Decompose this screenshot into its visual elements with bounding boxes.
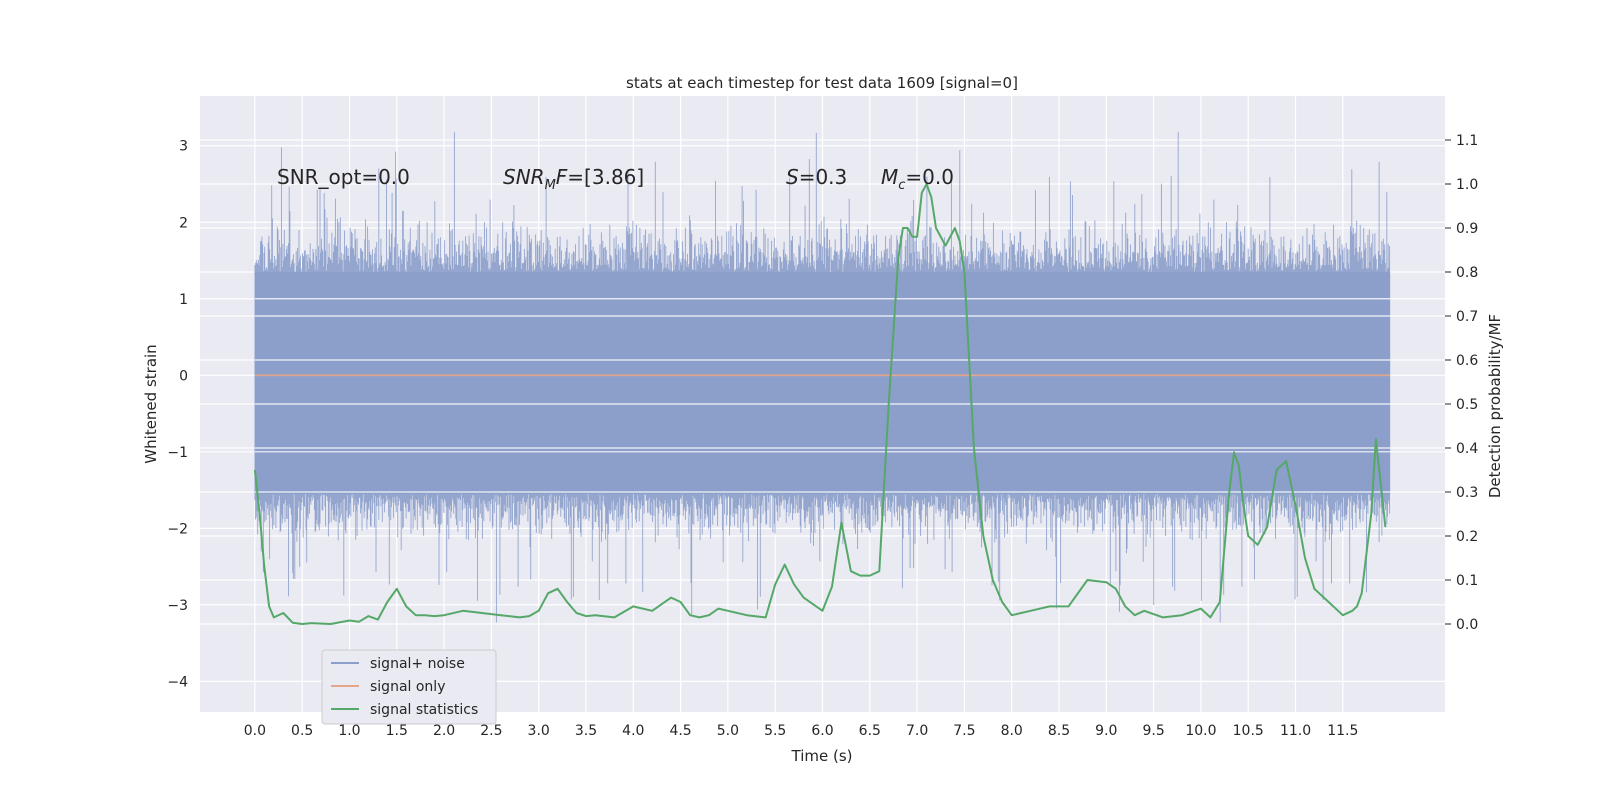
legend-label-noise: signal+ noise: [370, 656, 465, 672]
x-tick-label: 11.0: [1280, 723, 1311, 739]
x-tick-label: 10.5: [1233, 723, 1264, 739]
x-tick-label: 1.5: [386, 723, 408, 739]
snr-mf-f: F: [556, 165, 568, 189]
y-right-tick-label: 1.1: [1456, 133, 1478, 149]
y-left-tick-label: −4: [167, 674, 188, 690]
mc-symbol: M: [881, 165, 898, 189]
noise-core-band: [254, 272, 1391, 494]
x-tick-label: 2.0: [433, 723, 455, 739]
x-tick-label: 9.5: [1142, 723, 1164, 739]
annotation-mc: Mc=0.0: [881, 165, 954, 193]
y-right-tick-label: 0.3: [1456, 485, 1478, 501]
y-left-tick-label: −1: [167, 445, 188, 461]
x-tick-label: 10.0: [1185, 723, 1216, 739]
y-right-tick-label: 0.1: [1456, 573, 1478, 589]
x-tick-label: 0.0: [244, 723, 266, 739]
annotation-s: S=0.3: [786, 165, 847, 189]
y-right-tick-label: 0.4: [1456, 441, 1478, 457]
legend: signal+ noise signal only signal statist…: [321, 649, 497, 725]
x-tick-label: 11.5: [1327, 723, 1358, 739]
legend-box: [321, 649, 497, 725]
x-tick-label: 1.0: [338, 723, 360, 739]
s-symbol: S: [786, 165, 799, 189]
y-left-tick-label: 0: [179, 368, 188, 384]
y-right-tick-label: 0.6: [1456, 353, 1478, 369]
snr-mf-value: =[3.86]: [567, 165, 644, 189]
y-right-axis-label: Detection probability/MF: [1486, 314, 1504, 498]
signal-statistics-line: [253, 183, 1387, 625]
mc-subscript: c: [898, 178, 905, 193]
x-tick-label: 3.0: [528, 723, 550, 739]
x-tick-label: 7.5: [953, 723, 975, 739]
snr-mf-symbol: SNR: [503, 165, 545, 189]
y-right-tick-label: 0.2: [1456, 529, 1478, 545]
mc-value: =0.0: [905, 165, 954, 189]
x-tick-label: 6.5: [859, 723, 881, 739]
y-right-tick-label: 1.0: [1456, 177, 1478, 193]
y-right-tick-label: 0.9: [1456, 221, 1478, 237]
x-tick-label: 8.0: [1001, 723, 1023, 739]
x-tick-label: 5.5: [764, 723, 786, 739]
x-axis-label: Time (s): [791, 747, 853, 765]
annotation-snr-mf: SNRMF=[3.86]: [503, 165, 644, 193]
y-left-axis-label: Whitened strain: [142, 344, 160, 463]
x-tick-label: 9.0: [1095, 723, 1117, 739]
noise-trace: [254, 131, 1391, 623]
y-right-tick-label: 0.7: [1456, 309, 1478, 325]
annotation-snr-opt: SNR_opt=0.0: [277, 165, 410, 189]
y-left-tick-label: 1: [179, 292, 188, 308]
signal-statistics-path: [253, 183, 1387, 625]
y-left-tick-label: −2: [167, 521, 188, 537]
x-tick-label: 0.5: [291, 723, 313, 739]
y-left-tick-label: 3: [179, 139, 188, 155]
y-right-tick-label: 0.5: [1456, 397, 1478, 413]
x-tick-label: 2.5: [480, 723, 502, 739]
y-right-tick-label: 0.8: [1456, 265, 1478, 281]
x-tick-label: 3.5: [575, 723, 597, 739]
x-axis-ticks: 0.0 0.5 1.0 1.5 2.0 2.5 3.0 3.5 4.0 4.5 5.0 5.5 6.0 6…: [244, 723, 1359, 739]
y-left-tick-label: 2: [179, 215, 188, 231]
x-tick-label: 8.5: [1048, 723, 1070, 739]
chart-title: stats at each timestep for test data 160…: [626, 74, 1018, 92]
y-right-tick-label: 0.0: [1456, 617, 1478, 633]
s-value: =0.3: [799, 165, 848, 189]
x-tick-label: 6.0: [811, 723, 833, 739]
x-tick-label: 5.0: [717, 723, 739, 739]
legend-label-statistics: signal statistics: [370, 702, 478, 718]
snr-mf-subscript: M: [545, 178, 556, 193]
y-right-axis-ticks: 0.0 0.1 0.2 0.3 0.4 0.5 0.6 0.7 0.8 0.9 1.0 1.1: [1445, 133, 1478, 633]
x-tick-label: 4.0: [622, 723, 644, 739]
x-tick-label: 4.5: [669, 723, 691, 739]
y-left-tick-label: −3: [167, 598, 188, 614]
x-tick-label: 7.0: [906, 723, 928, 739]
legend-label-signal-only: signal only: [370, 679, 445, 695]
y-left-axis-ticks: −4 −3 −2 −1 0 1 2 3: [167, 139, 188, 691]
